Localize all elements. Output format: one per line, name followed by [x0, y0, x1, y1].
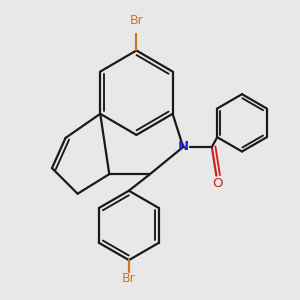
Text: N: N: [178, 140, 189, 154]
Text: O: O: [213, 177, 223, 190]
Text: Br: Br: [122, 272, 136, 285]
Text: Br: Br: [130, 14, 143, 27]
